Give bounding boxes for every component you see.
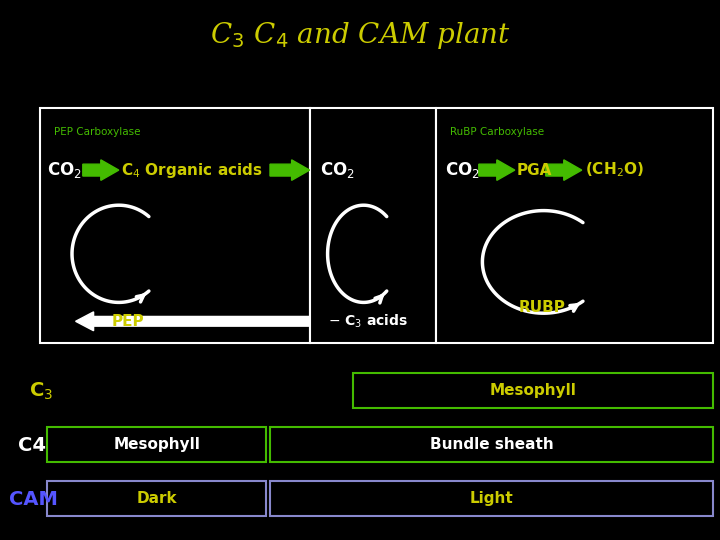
FancyArrow shape [479, 160, 515, 180]
Text: CO$_2$: CO$_2$ [445, 160, 480, 180]
Text: PGA: PGA [517, 163, 552, 178]
FancyBboxPatch shape [270, 427, 713, 462]
Text: PEP Carboxylase: PEP Carboxylase [54, 127, 140, 137]
FancyBboxPatch shape [47, 427, 266, 462]
FancyBboxPatch shape [40, 108, 310, 343]
Text: Mesophyll: Mesophyll [490, 383, 576, 397]
Text: RUBP: RUBP [518, 300, 565, 315]
Text: CO$_2$: CO$_2$ [47, 160, 81, 180]
Text: CAM: CAM [9, 490, 58, 509]
FancyArrow shape [76, 312, 310, 330]
Text: C4: C4 [18, 436, 46, 455]
Text: Dark: Dark [136, 491, 177, 505]
Text: $-$ C$_3$ acids: $-$ C$_3$ acids [328, 313, 408, 330]
FancyBboxPatch shape [353, 373, 713, 408]
Text: C$_3$ C$_4$ and CAM plant: C$_3$ C$_4$ and CAM plant [210, 19, 510, 51]
Text: Mesophyll: Mesophyll [113, 437, 200, 451]
Text: PEP: PEP [112, 314, 144, 329]
FancyBboxPatch shape [310, 108, 436, 343]
FancyBboxPatch shape [436, 108, 713, 343]
Text: Light: Light [469, 491, 513, 505]
Text: C$_3$: C$_3$ [29, 381, 53, 402]
FancyArrow shape [83, 160, 119, 180]
FancyArrow shape [546, 160, 582, 180]
FancyBboxPatch shape [47, 481, 266, 516]
Text: C$_4$ Organic acids: C$_4$ Organic acids [121, 160, 263, 180]
Text: RuBP Carboxylase: RuBP Carboxylase [450, 127, 544, 137]
Text: Bundle sheath: Bundle sheath [430, 437, 553, 451]
Text: (CH$_2$O): (CH$_2$O) [585, 161, 644, 179]
FancyBboxPatch shape [270, 481, 713, 516]
FancyArrow shape [270, 160, 310, 180]
Text: CO$_2$: CO$_2$ [320, 160, 355, 180]
